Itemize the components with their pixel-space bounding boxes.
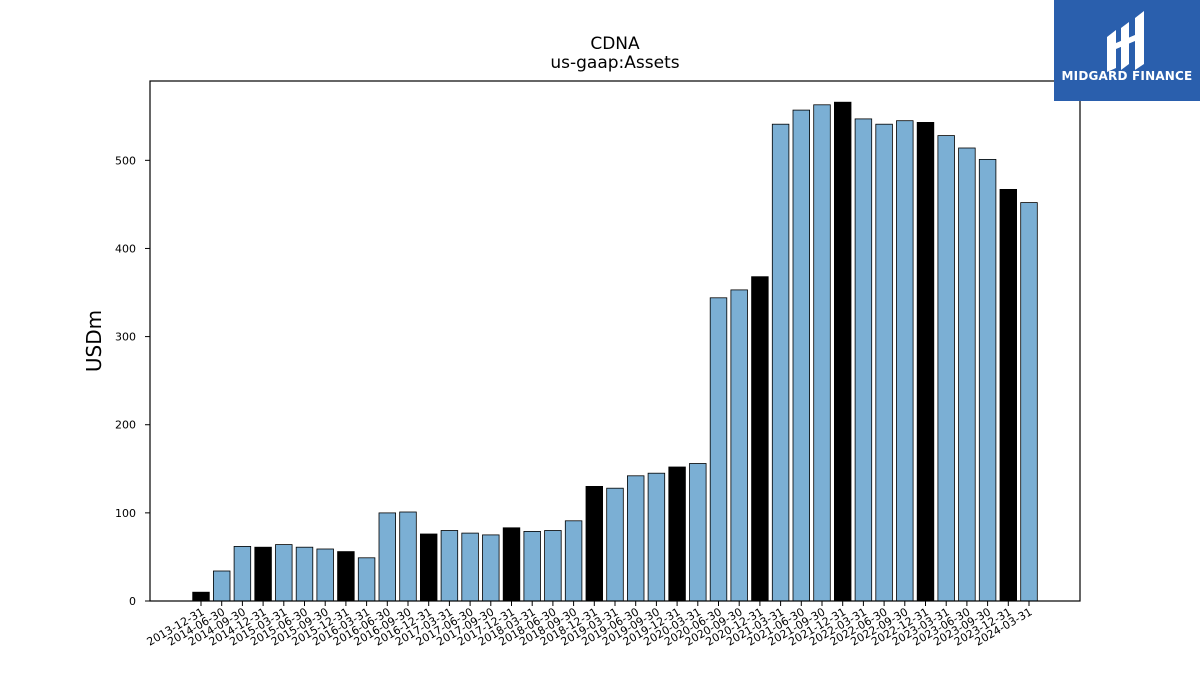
bar — [275, 544, 293, 602]
bar — [337, 551, 355, 602]
bar — [937, 135, 955, 602]
bar — [564, 520, 583, 602]
bar — [916, 122, 935, 602]
x-axis-ticks: 2013-12-312014-06-302014-09-302014-12-31… — [145, 601, 1035, 649]
y-tick-label: 0 — [129, 595, 136, 608]
y-axis-ticks: 0 100 200 300 400 500 — [115, 154, 150, 608]
bar — [233, 546, 252, 602]
bar — [295, 546, 314, 602]
bar — [854, 118, 873, 602]
bar — [709, 297, 728, 602]
logo-text: MIDGARD FINANCE — [1061, 69, 1193, 83]
y-axis-label: USDm — [82, 310, 106, 372]
bar — [730, 289, 748, 602]
bar — [606, 487, 624, 602]
y-tick-label: 100 — [115, 507, 136, 520]
bar — [875, 123, 893, 602]
bar — [978, 158, 997, 602]
bar — [399, 511, 417, 602]
bar — [958, 147, 976, 602]
bar — [647, 472, 666, 602]
bar — [751, 276, 769, 602]
bar — [544, 530, 562, 602]
bar — [1020, 202, 1038, 602]
bar — [627, 475, 645, 602]
bar — [834, 101, 852, 602]
bar — [668, 466, 686, 602]
bar — [316, 548, 334, 602]
y-tick-label: 300 — [115, 331, 136, 344]
bar — [523, 531, 541, 602]
y-tick-label: 400 — [115, 242, 136, 255]
bar — [792, 109, 811, 602]
bar — [813, 104, 831, 602]
bar — [585, 485, 604, 602]
bar — [502, 527, 521, 602]
chart-title: CDNA — [590, 34, 640, 54]
y-tick-label: 200 — [115, 419, 136, 432]
bar — [440, 530, 459, 602]
bar — [461, 532, 479, 602]
bar — [357, 557, 376, 602]
bar — [419, 533, 438, 602]
bar — [378, 512, 397, 602]
plot-frame — [149, 80, 1081, 602]
chart-subtitle: us-gaap:Assets — [550, 53, 679, 73]
bar — [999, 188, 1018, 602]
bar — [254, 546, 272, 602]
bar — [212, 570, 231, 602]
bar-series — [192, 101, 1038, 602]
brand-logo: MIDGARD FINANCE — [1054, 0, 1200, 101]
y-tick-label: 500 — [115, 154, 136, 167]
bar — [896, 120, 914, 602]
bar — [192, 591, 210, 602]
bar — [689, 463, 707, 602]
bar — [482, 534, 500, 602]
logo-mark-icon — [1107, 11, 1144, 72]
bar — [771, 123, 790, 602]
